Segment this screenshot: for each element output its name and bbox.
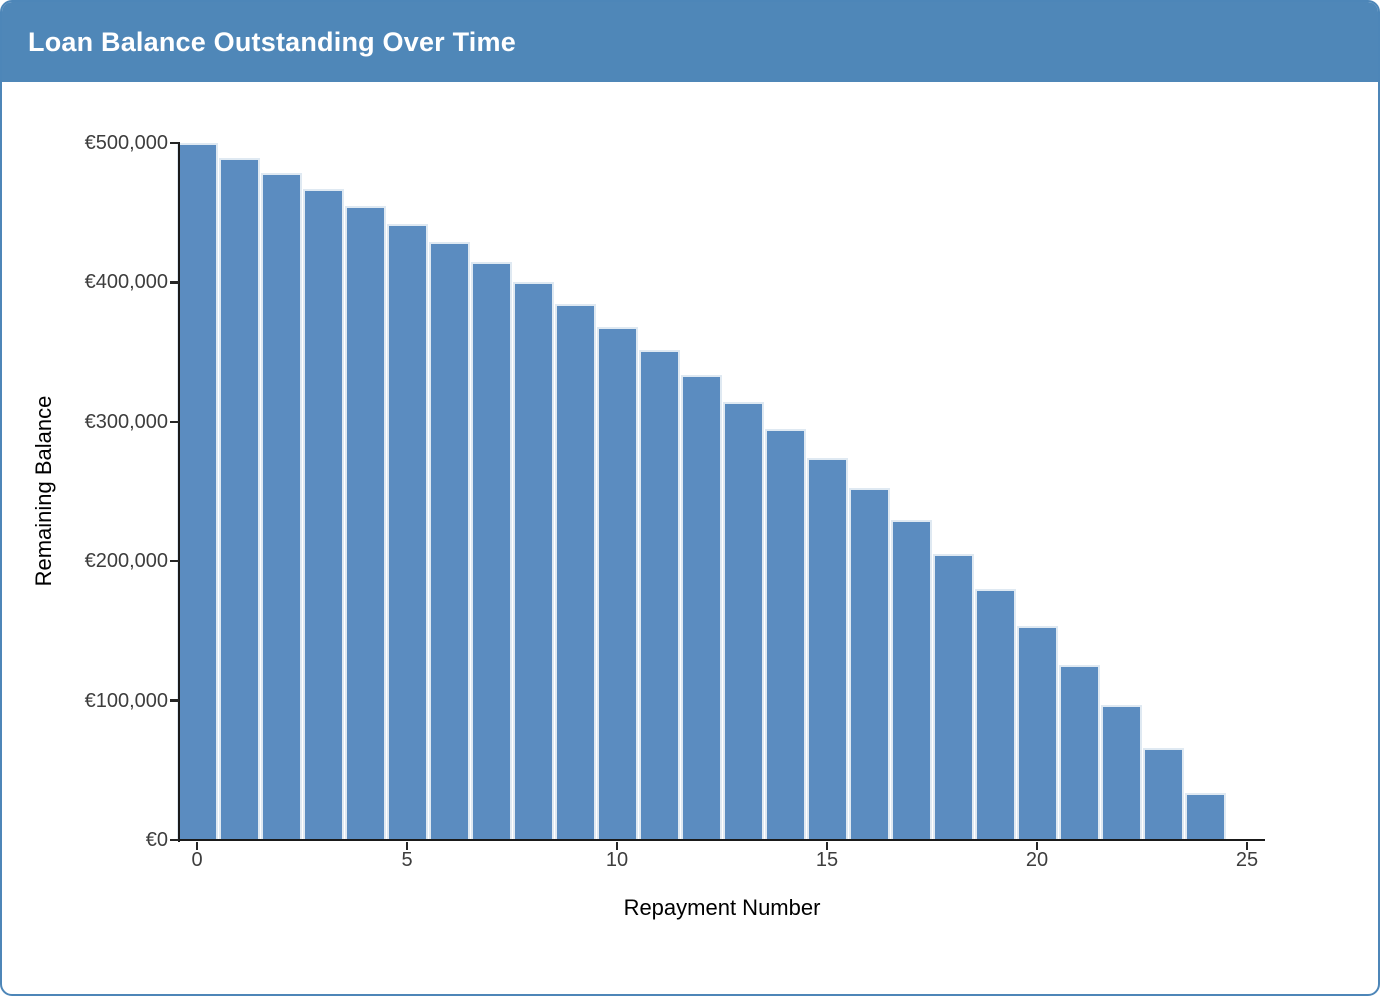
y-tick-400000 bbox=[170, 281, 179, 284]
bar-repayment-17 bbox=[890, 520, 932, 840]
bar-repayment-14 bbox=[764, 429, 806, 840]
y-tick-500000 bbox=[170, 141, 179, 145]
bar-repayment-20 bbox=[1016, 625, 1058, 840]
bar-repayment-1 bbox=[218, 157, 260, 840]
x-tick-label-10: 10 bbox=[605, 849, 629, 871]
y-tick-label-200000: €200,000 bbox=[84, 550, 168, 573]
bar-repayment-3 bbox=[302, 189, 344, 840]
x-tick-10 bbox=[615, 842, 619, 850]
page-title: Loan Balance Outstanding Over Time bbox=[28, 26, 516, 57]
x-tick-label-20: 20 bbox=[1025, 849, 1049, 871]
bar-repayment-0 bbox=[176, 143, 218, 840]
x-axis-label: Repayment Number bbox=[623, 895, 821, 920]
bar-repayment-19 bbox=[974, 588, 1016, 840]
bar-repayment-24 bbox=[1184, 792, 1226, 840]
bar-repayment-2 bbox=[260, 172, 302, 840]
bar-repayment-15 bbox=[806, 458, 848, 840]
bar-repayment-6 bbox=[428, 242, 470, 840]
x-tick-label-0: 0 bbox=[191, 849, 203, 871]
bar-repayment-4 bbox=[344, 205, 386, 840]
y-tick-label-500000: €500,000 bbox=[84, 132, 168, 154]
bar-repayment-10 bbox=[596, 326, 638, 840]
bar-repayment-13 bbox=[722, 401, 764, 840]
y-tick-300000 bbox=[170, 420, 179, 424]
x-tick-15 bbox=[825, 842, 829, 850]
x-axis-spine bbox=[177, 838, 1265, 842]
y-tick-label-100000: €100,000 bbox=[84, 689, 168, 712]
x-tick-20 bbox=[1035, 842, 1039, 850]
bar-repayment-23 bbox=[1142, 748, 1184, 840]
y-tick-label-300000: €300,000 bbox=[84, 410, 168, 433]
y-axis-spine bbox=[177, 141, 180, 842]
x-tick-label-15: 15 bbox=[815, 849, 839, 871]
bar-repayment-22 bbox=[1100, 705, 1142, 840]
bar-repayment-11 bbox=[638, 350, 680, 840]
y-tick-0 bbox=[170, 838, 179, 842]
bar-repayment-21 bbox=[1058, 664, 1100, 840]
x-tick-label-25: 25 bbox=[1235, 849, 1259, 871]
bar-repayment-16 bbox=[848, 488, 890, 840]
y-tick-label-400000: €400,000 bbox=[84, 271, 168, 294]
x-tick-label-5: 5 bbox=[401, 849, 413, 871]
bar-repayment-8 bbox=[512, 282, 554, 840]
bar-repayment-18 bbox=[932, 553, 974, 840]
x-tick-0 bbox=[195, 842, 199, 850]
x-tick-5 bbox=[405, 842, 409, 850]
y-tick-200000 bbox=[170, 559, 179, 563]
y-tick-100000 bbox=[170, 699, 179, 702]
y-tick-label-0: €0 bbox=[145, 829, 168, 851]
bar-repayment-12 bbox=[680, 375, 722, 840]
y-axis-label: Remaining Balance bbox=[31, 395, 56, 587]
bar-repayment-5 bbox=[386, 223, 428, 840]
x-tick-25 bbox=[1245, 842, 1249, 850]
bar-repayment-9 bbox=[554, 304, 596, 840]
bar-repayment-7 bbox=[470, 261, 512, 840]
chart-header: Loan Balance Outstanding Over Time bbox=[2, 2, 1378, 82]
